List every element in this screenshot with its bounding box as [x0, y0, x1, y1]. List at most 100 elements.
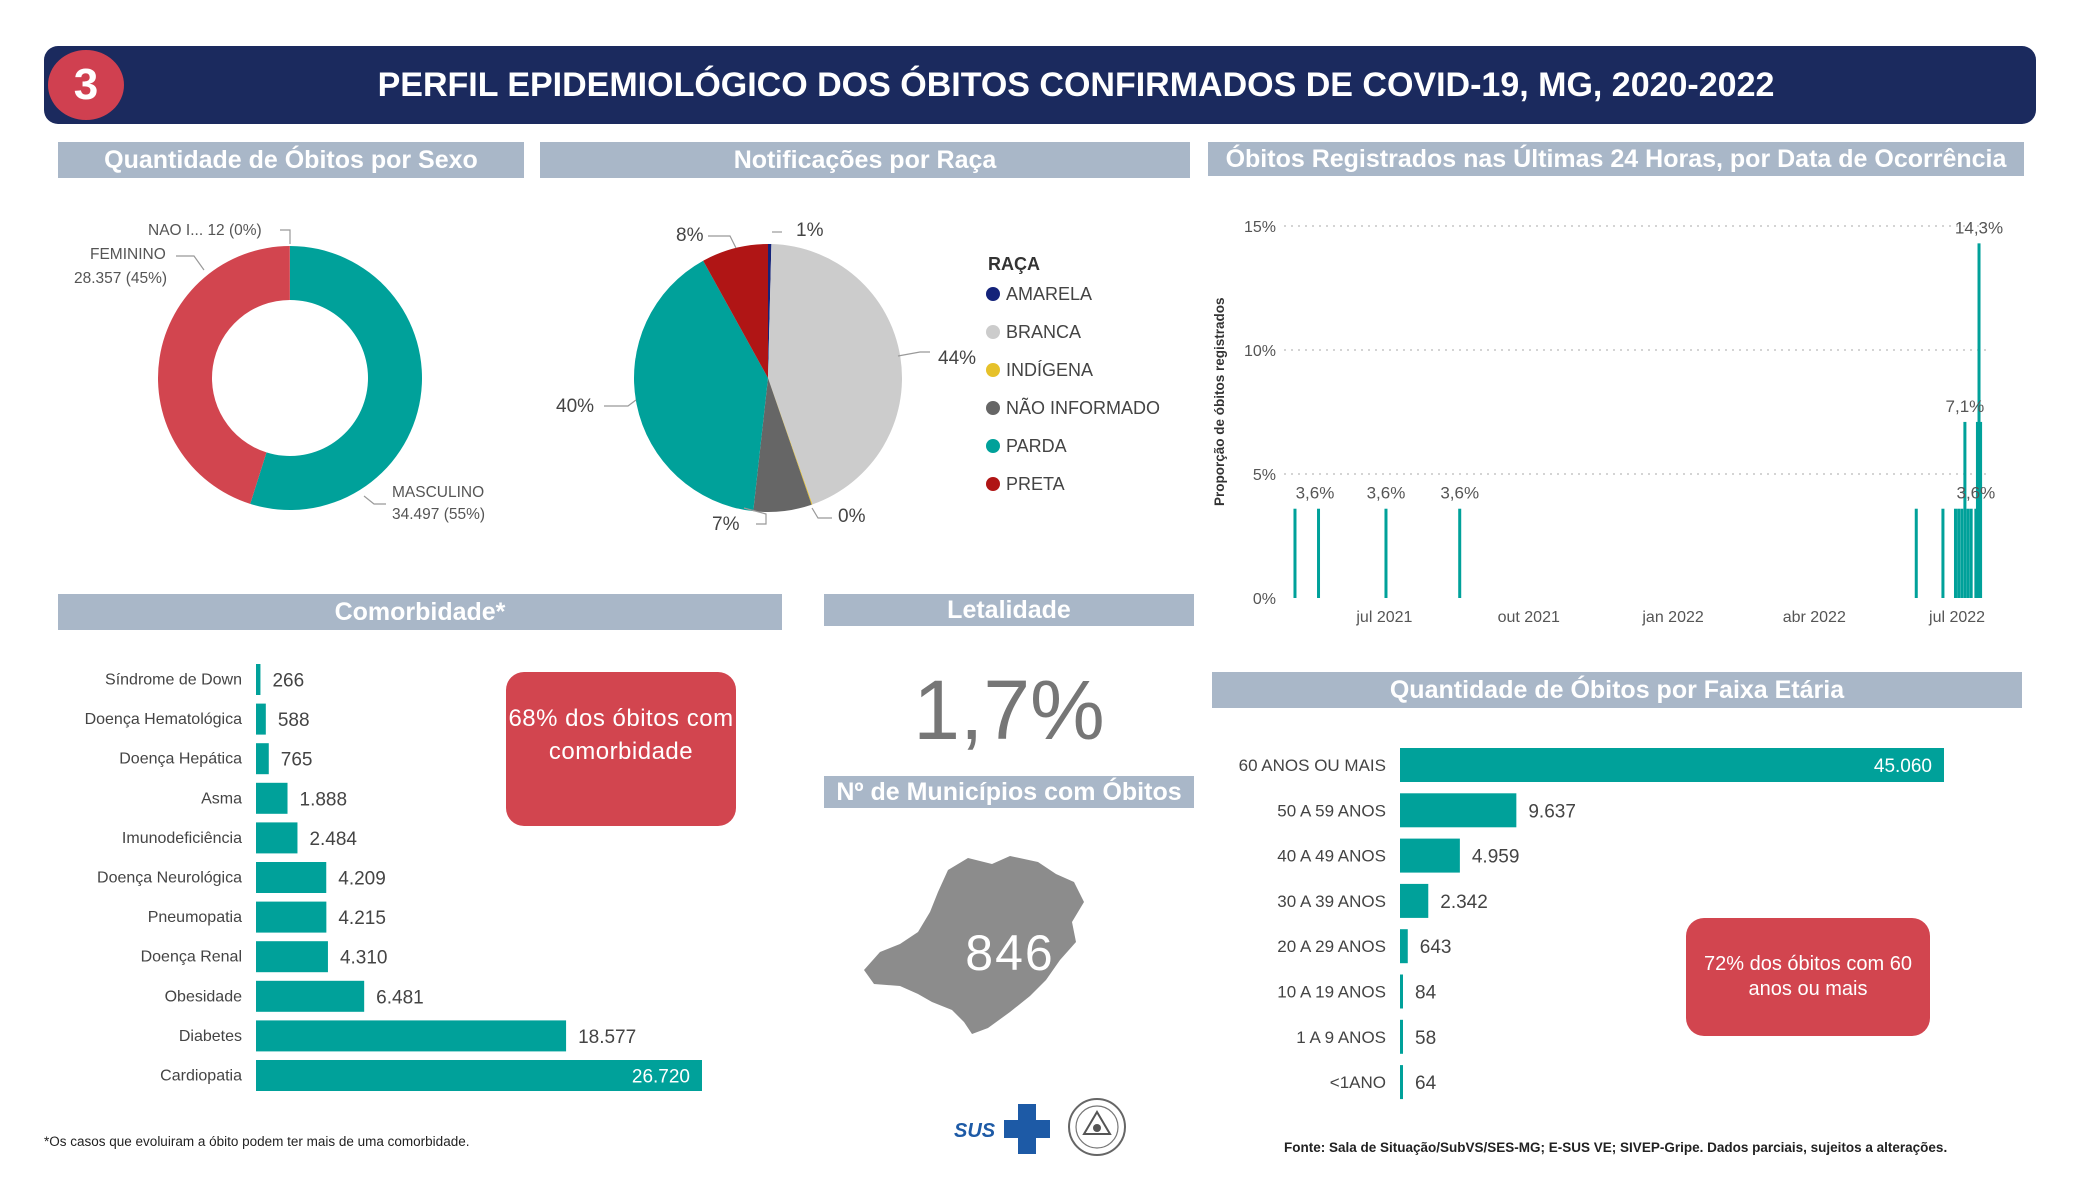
sex-donut-chart — [158, 246, 422, 510]
leader-line-7pct — [743, 507, 767, 525]
value-label: 1.888 — [300, 789, 348, 810]
y-tick-label: 5% — [1253, 467, 1276, 484]
legend-item-branca: BRANCA — [986, 322, 1081, 343]
section-header-faixa-etaria: Quantidade de Óbitos por Faixa Etária — [1212, 672, 2022, 708]
bar-8 — [1960, 508, 1964, 598]
comorbidity-callout: 68% dos óbitos com comorbidade — [506, 672, 736, 826]
data-label-14: 14,3% — [1955, 218, 2003, 237]
legend-item-parda: PARDA — [986, 436, 1067, 457]
bar-0 — [256, 664, 261, 695]
value-label: 4.215 — [338, 908, 386, 929]
legend-marker — [986, 287, 1000, 301]
category-label: 60 ANOS OU MAIS — [1239, 756, 1386, 775]
bar-14 — [1977, 243, 1981, 599]
leader-line-40pct — [604, 399, 637, 407]
bar-10 — [256, 1060, 702, 1091]
value-label: 2.342 — [1440, 892, 1488, 913]
section-number-badge: 3 — [48, 50, 124, 120]
legend-item-amarela: AMARELA — [986, 284, 1092, 305]
legend-label: BRANCA — [1006, 322, 1082, 342]
bar-6 — [256, 901, 327, 933]
bar-6 — [1400, 1019, 1403, 1054]
y-tick-label: 15% — [1244, 219, 1276, 236]
x-tick-label: jul 2021 — [1355, 609, 1412, 626]
bar-13 — [1975, 421, 1979, 598]
data-label-0: 3,6% — [1296, 484, 1335, 503]
legend-item-não-informado: NÃO INFORMADO — [986, 398, 1160, 419]
municipios-value: 846 — [965, 925, 1055, 981]
bar-12 — [1974, 508, 1978, 598]
category-label: Obesidade — [165, 988, 242, 1005]
pie-label-0pct: 0% — [838, 506, 866, 527]
legend-label: PARDA — [1006, 436, 1067, 456]
data-label-12: 3,6% — [1957, 484, 1996, 503]
bar-5 — [1941, 508, 1945, 598]
category-label: Pneumopatia — [148, 909, 242, 926]
pie-label-40pct: 40% — [556, 396, 595, 417]
legend-marker — [986, 401, 1000, 415]
value-label: 4.209 — [338, 869, 386, 890]
value-label: 26.720 — [632, 1067, 690, 1088]
value-label: 58 — [1415, 1028, 1436, 1049]
value-label: 4.959 — [1472, 847, 1520, 868]
pie-slice-parda — [634, 260, 768, 512]
pie-slice-preta — [703, 244, 768, 378]
footnote: *Os casos que evoluiram a óbito podem te… — [44, 1134, 470, 1149]
category-label: 10 A 19 ANOS — [1277, 983, 1386, 1002]
bar-6 — [1953, 508, 1957, 598]
value-label: 45.060 — [1874, 756, 1932, 777]
pie-label-44pct: 44% — [938, 348, 977, 369]
legend-label: INDÍGENA — [1006, 360, 1094, 380]
legend-label: NÃO INFORMADO — [1006, 398, 1161, 418]
value-label: 64 — [1415, 1073, 1437, 1094]
category-label: 30 A 39 ANOS — [1277, 892, 1386, 911]
category-label: Cardiopatia — [160, 1068, 242, 1085]
value-label: 6.481 — [376, 987, 424, 1008]
minas-gerais-map-icon — [864, 856, 1084, 1034]
bar-3 — [256, 782, 288, 814]
value-label: 266 — [272, 671, 304, 692]
bar-1 — [1317, 508, 1321, 598]
pie-slice-amarela — [768, 244, 772, 378]
pie-label-7pct: 7% — [712, 514, 740, 535]
legend-marker — [986, 439, 1000, 453]
leader-line-8pct — [708, 235, 737, 249]
donut-label-feminino-value: 28.357 (45%) — [74, 270, 168, 287]
section-header-municipios: Nº de Municípios com Óbitos — [824, 776, 1194, 808]
letalidade-value: 1,7% — [913, 663, 1105, 757]
value-label: 643 — [1420, 937, 1452, 958]
y-tick-label: 10% — [1244, 343, 1276, 360]
bar-4 — [1914, 508, 1918, 598]
leader-line-44pct — [897, 351, 930, 357]
value-label: 84 — [1415, 983, 1437, 1004]
category-label: Doença Neurológica — [97, 870, 242, 887]
source-note: Fonte: Sala de Situação/SubVS/SES-MG; E-… — [1284, 1140, 1948, 1155]
pie-label-1pct: 1% — [796, 220, 824, 241]
value-label: 4.310 — [340, 948, 388, 969]
bar-15 — [1979, 421, 1983, 598]
bar-7 — [1957, 508, 1961, 598]
category-label: Doença Hematológica — [85, 711, 243, 728]
x-tick-label: out 2021 — [1498, 609, 1560, 626]
bar-4 — [1400, 929, 1408, 964]
section-header-comorbidade: Comorbidade* — [58, 594, 782, 630]
bar-10 — [1966, 508, 1970, 598]
bar-9 — [1963, 421, 1967, 598]
category-label: <1ANO — [1330, 1073, 1386, 1092]
state-seal-icon — [1068, 1098, 1126, 1156]
x-tick-label: jul 2022 — [1928, 609, 1985, 626]
donut-slice-1 — [158, 246, 290, 504]
page-title: PERFIL EPIDEMIOLÓGICO DOS ÓBITOS CONFIRM… — [377, 66, 1775, 104]
value-label: 765 — [281, 750, 313, 771]
donut-label-feminino-name: FEMININO — [90, 246, 166, 263]
category-label: Síndrome de Down — [105, 672, 242, 689]
value-label: 18.577 — [578, 1027, 636, 1048]
bar-9 — [256, 1020, 567, 1052]
category-label: Diabetes — [179, 1028, 242, 1045]
value-label: 2.484 — [309, 829, 357, 850]
legend-marker — [986, 325, 1000, 339]
bar-0 — [1293, 508, 1297, 598]
